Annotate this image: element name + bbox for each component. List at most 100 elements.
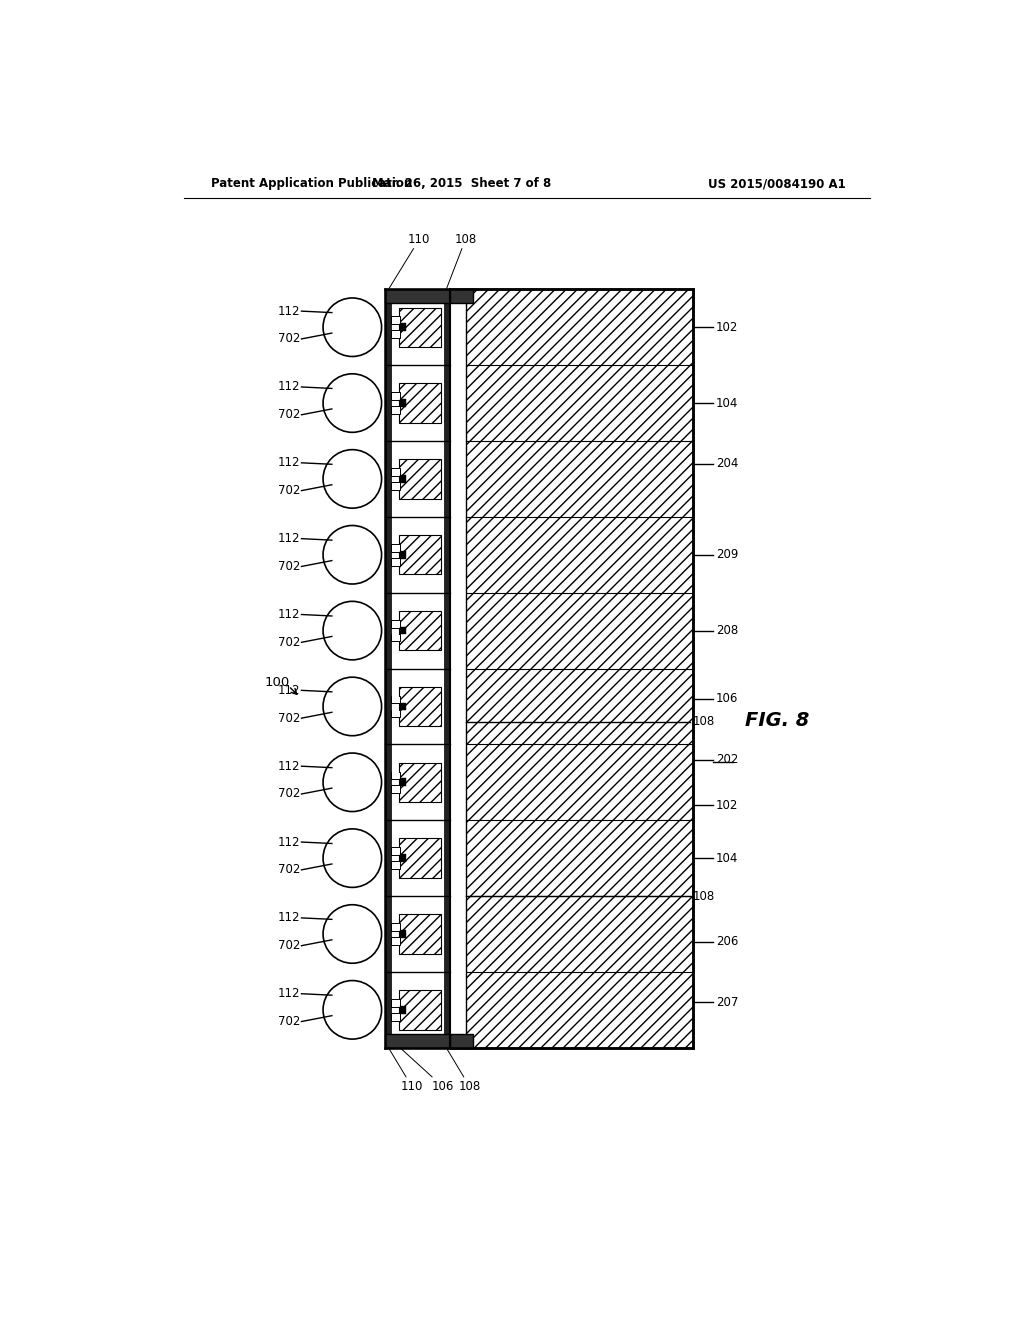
Text: 112: 112 — [278, 305, 300, 318]
Bar — [391, 1014, 399, 1020]
Bar — [385, 289, 391, 1048]
Bar — [400, 475, 407, 483]
Bar — [398, 763, 441, 803]
Bar — [391, 635, 399, 640]
Bar — [391, 923, 400, 931]
Bar — [451, 289, 692, 1048]
Bar — [391, 999, 399, 1006]
Text: 104: 104 — [716, 851, 738, 865]
Bar — [391, 634, 400, 642]
Bar — [398, 383, 441, 422]
Bar — [400, 550, 407, 558]
Text: 702: 702 — [278, 1015, 300, 1028]
Text: 702: 702 — [278, 560, 300, 573]
Bar — [391, 482, 400, 490]
Text: 207: 207 — [716, 995, 738, 1008]
Circle shape — [323, 525, 382, 583]
Circle shape — [323, 829, 382, 887]
Bar — [391, 771, 400, 779]
Bar — [391, 407, 399, 413]
Text: 112: 112 — [278, 609, 300, 620]
Text: 108: 108 — [692, 890, 715, 903]
Bar — [391, 710, 399, 717]
Text: 702: 702 — [278, 711, 300, 725]
Text: 202: 202 — [716, 752, 738, 766]
Bar — [391, 924, 399, 931]
Bar — [391, 620, 400, 627]
Text: 110: 110 — [388, 1048, 423, 1093]
Text: 106: 106 — [716, 693, 738, 705]
Bar — [391, 787, 399, 792]
Bar — [400, 323, 407, 331]
Text: 108: 108 — [446, 1048, 480, 1093]
Bar — [400, 1006, 407, 1014]
Text: 702: 702 — [278, 940, 300, 952]
Bar — [398, 611, 441, 651]
Text: 112: 112 — [278, 684, 300, 697]
Bar — [391, 937, 399, 944]
Bar — [400, 854, 407, 862]
Text: 112: 112 — [278, 836, 300, 849]
Bar — [391, 697, 399, 702]
Bar — [391, 331, 399, 337]
Text: 204: 204 — [716, 457, 738, 470]
Bar — [444, 289, 451, 1048]
Bar — [398, 686, 441, 726]
Bar — [398, 915, 441, 954]
Bar — [391, 393, 399, 399]
Bar — [391, 937, 400, 945]
Bar — [385, 1034, 451, 1048]
Bar — [400, 627, 407, 635]
Bar — [391, 785, 400, 793]
Bar — [391, 620, 399, 627]
Text: 102: 102 — [716, 799, 738, 812]
Text: US 2015/0084190 A1: US 2015/0084190 A1 — [709, 177, 846, 190]
Text: 702: 702 — [278, 863, 300, 876]
Text: 112: 112 — [278, 987, 300, 1001]
Text: FIG. 8: FIG. 8 — [745, 711, 810, 730]
Bar — [391, 469, 400, 475]
Text: 110: 110 — [388, 232, 430, 289]
Text: 104: 104 — [716, 396, 738, 409]
Bar — [391, 317, 400, 325]
Text: 206: 206 — [716, 935, 738, 948]
Bar — [391, 544, 400, 552]
Circle shape — [323, 904, 382, 964]
Bar — [391, 469, 399, 475]
Circle shape — [323, 298, 382, 356]
Text: 102: 102 — [716, 321, 738, 334]
Text: Mar. 26, 2015  Sheet 7 of 8: Mar. 26, 2015 Sheet 7 of 8 — [372, 177, 551, 190]
Text: 108: 108 — [692, 715, 715, 729]
Text: Patent Application Publication: Patent Application Publication — [211, 177, 413, 190]
Text: 702: 702 — [278, 333, 300, 346]
Bar — [398, 990, 441, 1030]
Bar — [391, 317, 399, 323]
Bar — [451, 289, 473, 304]
Circle shape — [323, 450, 382, 508]
Bar — [391, 847, 400, 855]
Bar — [391, 1012, 400, 1020]
Bar — [391, 710, 400, 717]
Circle shape — [323, 374, 382, 433]
Text: 108: 108 — [446, 232, 476, 289]
Bar — [385, 289, 451, 304]
Bar — [391, 999, 400, 1007]
Circle shape — [323, 752, 382, 812]
Bar — [391, 330, 400, 338]
Bar — [398, 459, 441, 499]
Text: 106: 106 — [400, 1048, 454, 1093]
Bar — [400, 702, 407, 710]
Bar — [400, 931, 407, 937]
Circle shape — [323, 602, 382, 660]
Text: 112: 112 — [278, 380, 300, 393]
Text: 702: 702 — [278, 484, 300, 498]
Bar — [451, 289, 466, 1048]
Bar — [398, 535, 441, 574]
Bar — [391, 849, 399, 854]
Bar — [391, 407, 400, 414]
Bar — [391, 483, 399, 488]
Bar — [391, 861, 400, 869]
Text: 702: 702 — [278, 408, 300, 421]
Circle shape — [323, 981, 382, 1039]
Bar — [398, 838, 441, 878]
